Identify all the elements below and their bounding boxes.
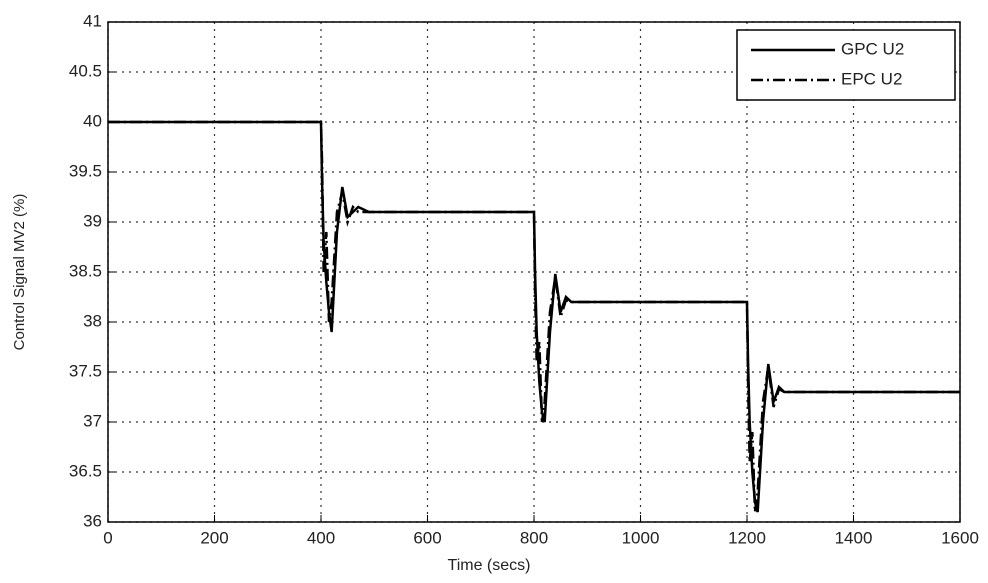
- x-axis-label: Time (secs): [448, 557, 531, 574]
- x-tick-label: 1400: [835, 528, 873, 547]
- x-tick-label: 0: [103, 528, 112, 547]
- x-tick-label: 200: [200, 528, 228, 547]
- legend-label: GPC U2: [841, 39, 904, 58]
- y-tick-label: 38.5: [69, 261, 102, 280]
- y-tick-label: 39: [83, 211, 102, 230]
- line-series: [108, 120, 960, 513]
- y-tick-label: 37.5: [69, 361, 102, 380]
- y-tick-label: 40.5: [69, 61, 102, 80]
- legend-box: [736, 29, 956, 101]
- y-tick-label: 41: [83, 11, 102, 30]
- x-tick-label: 1200: [728, 528, 766, 547]
- y-tick-label: 37: [83, 411, 102, 430]
- x-tick-label: 800: [520, 528, 548, 547]
- y-tick-label: 36: [83, 511, 102, 530]
- x-tick-label: 400: [307, 528, 335, 547]
- x-tick-label: 1000: [622, 528, 660, 547]
- y-tick-label: 39.5: [69, 161, 102, 180]
- legend-label: EPC U2: [841, 69, 902, 88]
- x-tick-label: 600: [413, 528, 441, 547]
- y-axis-label: Control Signal MV2 (%): [11, 194, 28, 351]
- y-tick-label: 38: [83, 311, 102, 330]
- x-tick-label: 1600: [941, 528, 979, 547]
- y-tick-label: 36.5: [69, 461, 102, 480]
- y-tick-label: 40: [83, 111, 102, 130]
- plot-frame: [107, 21, 961, 523]
